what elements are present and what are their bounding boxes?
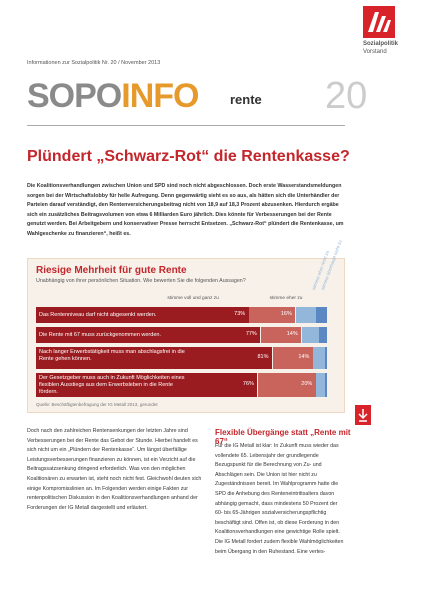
row-label: Die Rente mit 67 muss zurückgenommen wer… xyxy=(39,331,161,338)
bar-segment xyxy=(313,347,325,369)
bar-segment xyxy=(257,373,316,397)
row-label: Der Gesetzgeber muss auch in Zukunft Mög… xyxy=(39,375,185,395)
chart: Riesige Mehrheit für gute Rente Unabhäng… xyxy=(27,239,345,413)
rule xyxy=(27,125,345,126)
brand: SOPOINFO xyxy=(27,76,199,116)
topic: rente xyxy=(230,92,262,107)
legend-label: stimme eher zu xyxy=(269,296,303,301)
column-heading: Flexible Übergänge statt „Rente mit 67“ xyxy=(215,428,351,446)
bar-segment xyxy=(316,373,325,397)
source: Quelle: Beschäftigtenbefragung der IG Me… xyxy=(36,402,158,407)
value-label: 81% xyxy=(257,354,269,360)
download-icon[interactable] xyxy=(355,405,371,425)
column-left: Doch nach den zahlreichen Rentensenkunge… xyxy=(27,428,202,511)
bar-segment xyxy=(295,307,316,323)
headline: Plündert „Schwarz-Rot“ die Rentenkasse? xyxy=(27,148,350,165)
row-label: Nach langer Erwerbstätigkeit muss man ab… xyxy=(39,349,185,362)
column-right: Für die IG Metall ist klar: In Zukunft m… xyxy=(215,443,344,555)
value-label: 77% xyxy=(245,331,257,337)
bar-segment xyxy=(325,347,328,369)
bar-segment xyxy=(260,327,302,343)
bar-segment xyxy=(36,347,273,369)
value-label: 14% xyxy=(298,354,310,360)
value-label: 16% xyxy=(280,311,292,317)
logo-line: Sozialpolitik xyxy=(363,41,399,47)
bar-segment xyxy=(301,327,319,343)
intro: Die Koalitionsverhandlungen zwischen Uni… xyxy=(27,183,344,237)
bar-segment xyxy=(272,347,313,369)
logo-line: Vorstand xyxy=(363,49,387,55)
bar-segment xyxy=(36,373,258,397)
chart-title: Riesige Mehrheit für gute Rente xyxy=(36,265,187,276)
chart-subtitle: Unabhängig von ihrer persönlichen Situat… xyxy=(36,278,246,284)
value-label: 73% xyxy=(234,311,246,317)
brand-color: INFO xyxy=(121,77,199,115)
logo xyxy=(363,6,395,38)
bar-segment xyxy=(319,327,328,343)
value-label: 20% xyxy=(301,381,313,387)
legend-label: stimme voll und ganz zu xyxy=(167,296,219,301)
bar-segment xyxy=(325,373,328,397)
bar-segment xyxy=(36,327,261,343)
issue-number: 20 xyxy=(325,75,368,117)
row-label: Das Rentenniveau darf nicht abgesenkt we… xyxy=(39,311,157,318)
bar-segment xyxy=(249,307,296,323)
bar-segment xyxy=(316,307,328,323)
bar-segment xyxy=(36,307,249,323)
value-label: 76% xyxy=(242,381,254,387)
brand-gray: SOPO xyxy=(27,77,122,115)
value-label: 14% xyxy=(286,331,298,337)
issue-line: Informationen zur Sozialpolitik Nr. 20 /… xyxy=(27,60,161,66)
